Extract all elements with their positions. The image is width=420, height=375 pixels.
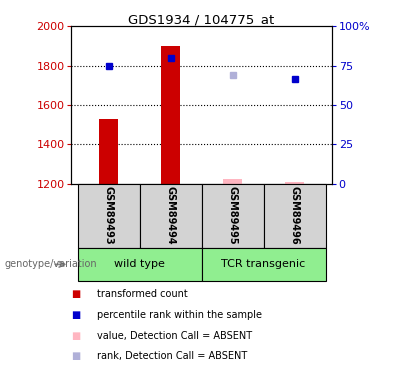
Text: GSM89496: GSM89496 <box>290 186 299 245</box>
Bar <box>264 184 326 248</box>
Bar <box>161 46 180 184</box>
Text: value, Detection Call = ABSENT: value, Detection Call = ABSENT <box>97 331 252 340</box>
Bar <box>78 248 202 281</box>
Text: GDS1934 / 104775_at: GDS1934 / 104775_at <box>129 13 275 26</box>
Text: wild type: wild type <box>114 260 165 269</box>
Bar <box>78 184 139 248</box>
Bar <box>99 119 118 184</box>
Text: GSM89495: GSM89495 <box>228 186 238 245</box>
Bar <box>202 248 326 281</box>
Text: transformed count: transformed count <box>97 290 187 299</box>
Text: genotype/variation: genotype/variation <box>4 260 97 269</box>
Text: rank, Detection Call = ABSENT: rank, Detection Call = ABSENT <box>97 351 247 361</box>
Text: GSM89493: GSM89493 <box>104 186 113 245</box>
Bar <box>139 184 202 248</box>
Text: ■: ■ <box>71 310 81 320</box>
Text: ■: ■ <box>71 331 81 340</box>
Bar <box>202 184 264 248</box>
Text: GSM89494: GSM89494 <box>165 186 176 245</box>
Text: ■: ■ <box>71 351 81 361</box>
Text: ■: ■ <box>71 290 81 299</box>
Text: percentile rank within the sample: percentile rank within the sample <box>97 310 262 320</box>
Bar <box>223 179 242 184</box>
Text: TCR transgenic: TCR transgenic <box>221 260 306 269</box>
Bar <box>285 182 304 184</box>
